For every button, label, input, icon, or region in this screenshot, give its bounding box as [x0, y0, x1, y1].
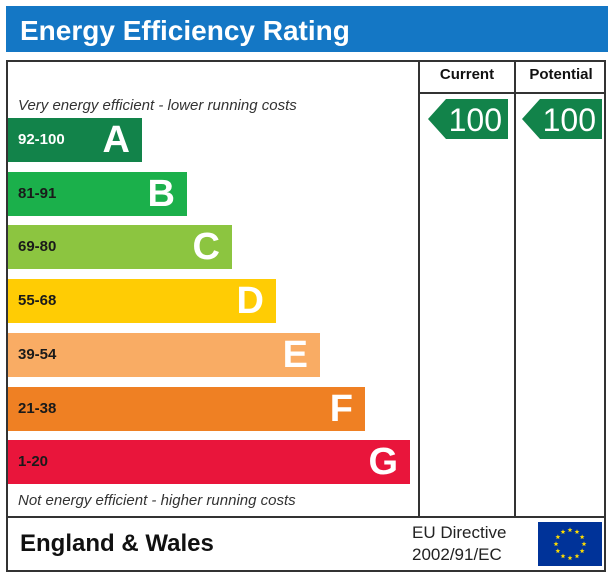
eu-star-icon [579, 548, 585, 554]
band-c: 69-80 C [8, 225, 232, 270]
top-note: Very energy efficient - lower running co… [18, 97, 297, 114]
current-column-header: Current [439, 66, 495, 83]
band-d: 55-68 D [8, 279, 276, 324]
band-a: 92-100 A [8, 118, 142, 162]
bottom-note: Not energy efficient - higher running co… [18, 492, 296, 509]
band-range-label: 81-91 [18, 184, 57, 202]
band-letter-label: F [329, 387, 353, 430]
page-title: Energy Efficiency Rating [20, 15, 350, 46]
current-rating-arrow: 100 [428, 99, 508, 139]
potential-rating-arrow: 100 [522, 99, 602, 139]
band-range-label: 1-20 [18, 453, 49, 471]
eu-star-icon [574, 553, 580, 559]
eu-star-icon [560, 553, 566, 559]
current-rating-value: 100 [448, 102, 502, 138]
potential-column-header: Potential [529, 66, 593, 83]
divider-potential [514, 60, 516, 518]
eu-star-icon [579, 534, 585, 540]
band-range-label: 55-68 [18, 292, 57, 310]
eu-star-icon [560, 529, 566, 534]
rating-frame [6, 60, 606, 572]
eu-star-icon [555, 534, 561, 540]
band-range-label: 39-54 [18, 345, 57, 363]
eu-stars [553, 527, 587, 561]
directive-line-2: 2002/91/EC [412, 545, 502, 564]
eu-star-icon [553, 541, 559, 547]
band-range-label: 69-80 [18, 238, 57, 256]
directive-line-1: EU Directive [412, 523, 507, 542]
band-letter-label: D [236, 280, 264, 323]
band-g: 1-20 G [8, 440, 410, 485]
band-f: 21-38 F [8, 386, 365, 431]
band-letter-label: A [102, 119, 130, 161]
band-letter-label: G [368, 441, 398, 484]
band-b: 81-91 B [8, 171, 187, 216]
band-range-label: 21-38 [18, 399, 57, 417]
eu-star-icon [555, 548, 561, 554]
band-range-label: 92-100 [18, 131, 65, 148]
eu-star-icon [581, 541, 587, 547]
band-letter-label: C [192, 226, 220, 269]
band-e: 39-54 E [8, 332, 320, 377]
eu-flag-icon [538, 522, 602, 566]
footer-divider [6, 516, 606, 518]
potential-arrow-shape [522, 99, 602, 139]
eu-star-icon [574, 529, 580, 534]
region-label: England & Wales [20, 530, 214, 557]
band-letter-label: B [147, 172, 175, 215]
band-letter-label: E [282, 333, 308, 376]
header-underline [418, 92, 606, 94]
divider-current [418, 60, 420, 518]
eu-star-icon [567, 555, 573, 561]
current-arrow-shape [428, 99, 508, 139]
title-bar: Energy Efficiency Rating [6, 6, 608, 52]
potential-rating-value: 100 [542, 102, 596, 138]
eu-star-icon [567, 527, 573, 533]
eu-directive: EU Directive 2002/91/EC [412, 522, 528, 566]
